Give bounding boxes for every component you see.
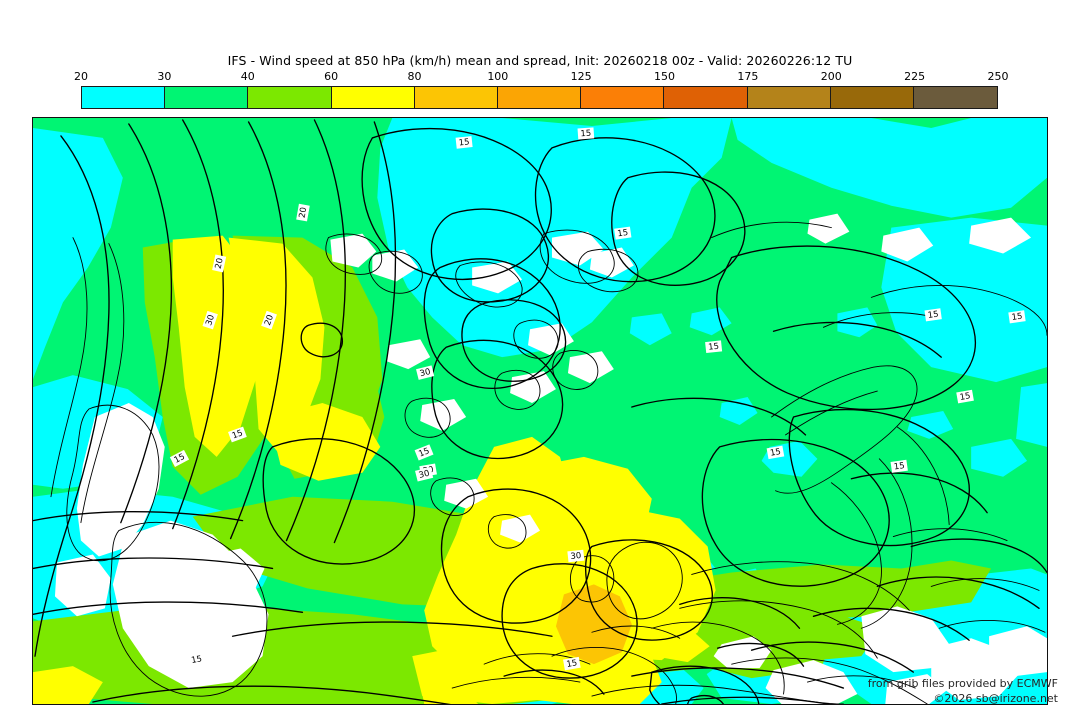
contour-label: 20 [297,206,309,218]
contour-label: 15 [580,128,591,139]
contour-label: 20 [213,257,225,270]
colorbar-band-60-80 [331,87,415,108]
colorbar-band-100-125 [497,87,582,108]
contour-label: 15 [1011,311,1023,322]
contour-label: 15 [769,446,781,458]
contour-label: 15 [708,341,720,352]
page-title: IFS - Wind speed at 850 hPa (km/h) mean … [227,53,853,68]
contour-label: 30 [418,468,431,480]
colorbar-band-40-60 [248,87,332,108]
contour-label: 30 [419,366,432,378]
colorbar-band-175-200 [747,87,831,108]
contour-label: 15 [617,227,629,238]
colorbar-band-80-100 [414,87,498,108]
colorbar-bands [81,86,998,109]
contour-label: 30 [570,550,582,561]
colorbar-tick-40: 40 [240,70,255,83]
contour-label: 15 [927,309,939,320]
colorbar-tick-125: 125 [570,70,592,83]
colorbar-tick-150: 150 [654,70,676,83]
colorbar-band-225-250 [913,87,998,108]
colorbar-tick-20: 20 [74,70,88,83]
colorbar-tick-225: 225 [904,70,926,83]
colorbar-tick-200: 200 [820,70,842,83]
map-panel[interactable]: 20 30 20 20 30 [32,117,1048,705]
contour-label: 20 [262,313,275,327]
colorbar-tick-30: 30 [157,70,172,83]
colorbar-tick-100: 100 [487,70,509,83]
contour-label: 15 [893,460,905,471]
colorbar-tick-60: 60 [324,70,339,83]
colorbar-tick-80: 80 [407,70,422,83]
contour-label: 15 [190,653,202,665]
contour-label: 30 [203,313,216,326]
contour-label: 15 [566,657,578,669]
colorbar: 20 30 40 60 80 100 125 150 175 200 225 250 [74,70,1009,110]
contour-label: 15 [230,427,244,440]
contour-label: 15 [172,451,186,465]
colorbar-band-150-175 [664,87,748,108]
colorbar-band-200-225 [830,87,914,108]
contour-label: 15 [417,445,431,458]
contour-label: 15 [458,136,470,147]
colorbar-band-30-40 [165,87,249,108]
weather-map: 20 30 20 20 30 [33,118,1047,704]
colorbar-tick-175: 175 [737,70,759,83]
colorbar-band-20-30 [82,87,166,108]
colorbar-tick-250: 250 [987,70,1009,83]
contour-label: 15 [959,390,971,402]
colorbar-band-125-150 [581,87,665,108]
colorbar-tick-labels: 20 30 40 60 80 100 125 150 175 200 225 250 [74,70,1009,86]
